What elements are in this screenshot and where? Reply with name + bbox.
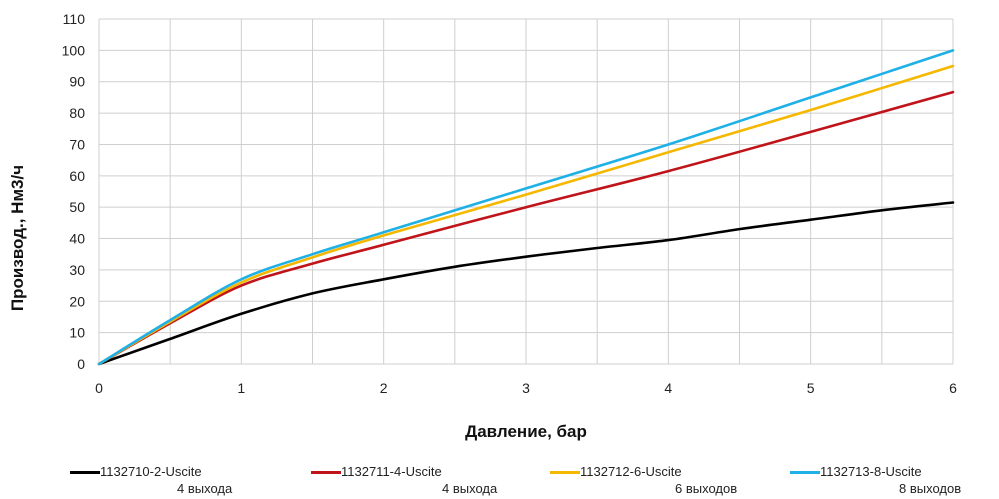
y-tick-labels: 0 10 20 30 40 50 60 70 80 90 100 110 <box>62 11 86 372</box>
legend-label: 1132710-2-Uscite <box>100 464 202 479</box>
series-line-1 <box>97 201 955 366</box>
y-tick-label: 60 <box>69 168 85 184</box>
series-line-3 <box>97 64 955 366</box>
legend-sublabel: 6 выходов <box>675 481 738 496</box>
x-tick-label: 0 <box>95 380 103 396</box>
legend-sublabel: 8 выходов <box>899 481 962 496</box>
y-tick-label: 110 <box>63 11 86 27</box>
x-tick-label: 4 <box>664 380 672 396</box>
y-axis-title: Производ., Нм3/ч <box>8 165 27 311</box>
y-tick-label: 40 <box>69 231 85 247</box>
x-tick-label: 1 <box>237 380 245 396</box>
series-line-4 <box>97 49 955 366</box>
grid <box>98 18 954 365</box>
legend-swatch <box>311 471 341 474</box>
series-line-2 <box>97 90 955 366</box>
y-tick-label: 80 <box>69 105 85 121</box>
y-tick-label: 10 <box>69 325 85 341</box>
legend-sublabel: 4 выхода <box>442 481 498 496</box>
y-tick-label: 90 <box>69 74 85 90</box>
x-tick-label: 6 <box>949 380 957 396</box>
x-tick-label: 5 <box>807 380 815 396</box>
x-tick-label: 2 <box>380 380 388 396</box>
y-tick-label: 20 <box>69 293 85 309</box>
y-tick-label: 70 <box>69 136 85 152</box>
y-tick-label: 0 <box>77 356 85 372</box>
legend-swatch <box>790 471 820 474</box>
y-tick-label: 100 <box>62 42 86 58</box>
x-tick-labels: 0 1 2 3 4 5 6 <box>95 380 957 396</box>
y-tick-label: 30 <box>69 262 85 278</box>
legend-sublabel: 4 выхода <box>177 481 233 496</box>
legend-swatch <box>70 471 100 474</box>
series-lines <box>97 49 955 366</box>
line-chart: 0 1 2 3 4 5 6 0 10 20 30 40 50 60 70 80 90 100 110 Давлен… <box>8 11 957 441</box>
legend-label: 1132712-6-Uscite <box>580 464 682 479</box>
x-tick-label: 3 <box>522 380 530 396</box>
legend-swatch <box>550 471 580 474</box>
legend-label: 1132711-4-Uscite <box>341 464 442 479</box>
y-tick-label: 50 <box>69 199 85 215</box>
legend-label: 1132713-8-Uscite <box>820 464 922 479</box>
x-axis-title: Давление, бар <box>465 422 587 441</box>
